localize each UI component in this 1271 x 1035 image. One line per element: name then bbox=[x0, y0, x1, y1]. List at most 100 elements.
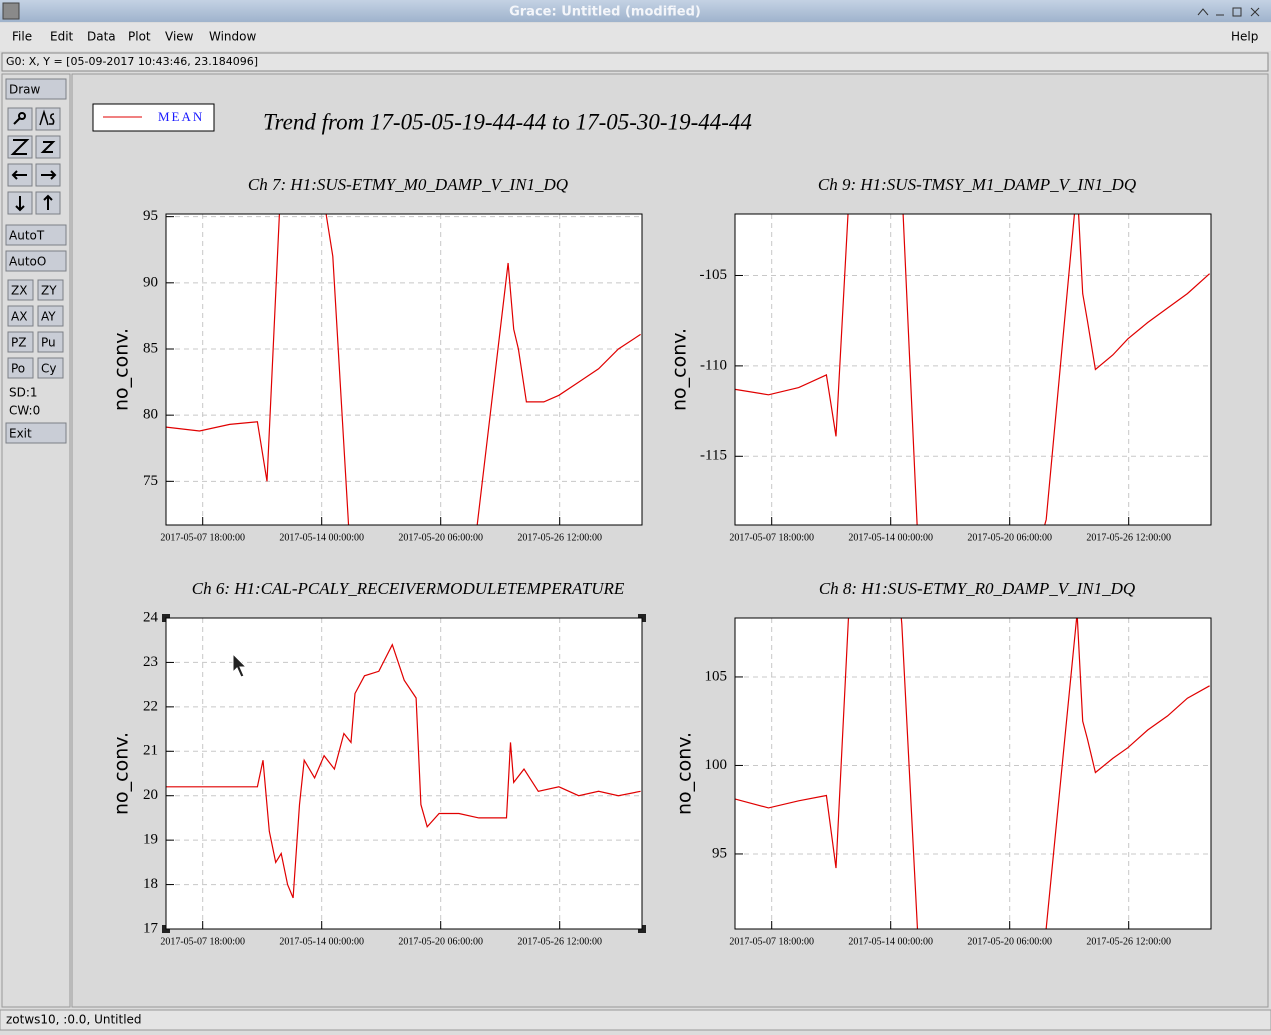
tool-button[interactable] bbox=[37, 279, 64, 301]
maximize-button[interactable] bbox=[1232, 7, 1242, 17]
tool-button[interactable] bbox=[7, 331, 34, 353]
chart-title: Ch 9: H1:SUS-TMSY_M1_DAMP_V_IN1_DQ bbox=[818, 175, 1136, 194]
y-tick-label: 17 bbox=[143, 920, 159, 936]
shade-button[interactable] bbox=[1197, 8, 1209, 16]
plot-frame bbox=[165, 213, 643, 526]
x-tick-label: 2017-05-14 00:00:00 bbox=[848, 532, 933, 543]
y-tick-label: 22 bbox=[143, 698, 158, 714]
plot-area bbox=[735, 618, 1211, 929]
chart-title: Ch 7: H1:SUS-ETMY_M0_DAMP_V_IN1_DQ bbox=[248, 175, 568, 194]
plot-area bbox=[735, 214, 1211, 525]
tool-button[interactable] bbox=[37, 305, 64, 327]
menu-item[interactable]: Data bbox=[87, 30, 116, 44]
x-tick-label: 2017-05-14 00:00:00 bbox=[279, 936, 364, 947]
tool-button-label[interactable]: AX bbox=[11, 310, 27, 324]
menu-item[interactable]: File bbox=[12, 30, 32, 44]
x-tick-label: 2017-05-07 18:00:00 bbox=[729, 532, 814, 543]
info-text: SD:1 bbox=[9, 386, 38, 400]
locator-text: G0: X, Y = [05-09-2017 10:43:46, 23.1840… bbox=[6, 55, 258, 68]
y-tick-label: 95 bbox=[143, 208, 158, 224]
y-tick-label: 90 bbox=[143, 274, 158, 290]
x-tick-label: 2017-05-07 18:00:00 bbox=[160, 532, 245, 543]
x-tick-label: 2017-05-20 06:00:00 bbox=[398, 532, 483, 543]
app-icon bbox=[2, 2, 20, 20]
text-button[interactable] bbox=[35, 107, 61, 131]
y-axis-label: no_conv. bbox=[111, 328, 133, 411]
draw-button[interactable] bbox=[5, 78, 67, 100]
menu-item[interactable]: Window bbox=[209, 30, 257, 44]
tool-button-label[interactable]: Cy bbox=[41, 362, 56, 376]
info-text: CW:0 bbox=[9, 404, 40, 418]
tool-button-label[interactable]: Pu bbox=[41, 336, 56, 350]
tool-button[interactable] bbox=[7, 357, 34, 379]
data-line bbox=[166, 214, 641, 525]
data-line bbox=[735, 618, 1210, 929]
y-axis-label: no_conv. bbox=[669, 328, 691, 411]
tool-button[interactable] bbox=[7, 305, 34, 327]
close-button[interactable] bbox=[1250, 7, 1260, 17]
plot-area bbox=[166, 618, 642, 929]
draw-button-label[interactable]: Draw bbox=[9, 83, 41, 97]
status-bar bbox=[0, 1009, 1271, 1031]
x-tick-label: 2017-05-07 18:00:00 bbox=[160, 936, 245, 947]
y-tick-label: 95 bbox=[712, 845, 727, 861]
y-tick-label: 21 bbox=[143, 743, 158, 759]
tool-button-label[interactable]: ZY bbox=[41, 284, 57, 298]
data-line bbox=[166, 643, 641, 899]
chart-title: Ch 6: H1:CAL-PCALY_RECEIVERMODULETEMPERA… bbox=[192, 579, 625, 598]
text-icon bbox=[39, 109, 55, 126]
locator-bar bbox=[1, 52, 1269, 72]
auto-button-label[interactable]: AutoT bbox=[9, 229, 45, 243]
tool-button[interactable] bbox=[37, 357, 64, 379]
tool-button-label[interactable]: AY bbox=[41, 310, 56, 324]
exit-button-label[interactable]: Exit bbox=[9, 427, 32, 441]
y-tick-label: 75 bbox=[143, 473, 158, 489]
tool-button-label[interactable]: ZX bbox=[11, 284, 27, 298]
exit-button[interactable] bbox=[5, 422, 67, 444]
x-tick-label: 2017-05-14 00:00:00 bbox=[848, 936, 933, 947]
window-controls[interactable] bbox=[1197, 7, 1260, 17]
y-tick-label: 85 bbox=[143, 340, 158, 356]
auto-button[interactable] bbox=[5, 250, 67, 272]
menu-bar bbox=[0, 23, 1271, 51]
x-tick-label: 2017-05-07 18:00:00 bbox=[729, 936, 814, 947]
data-line bbox=[735, 214, 1211, 525]
zoom-in-icon bbox=[10, 139, 30, 155]
mouse-cursor bbox=[232, 652, 248, 678]
y-axis-label: no_conv. bbox=[674, 732, 696, 815]
zoom-out-icon bbox=[40, 141, 56, 153]
y-tick-label: 23 bbox=[143, 654, 158, 670]
icon-buttons[interactable] bbox=[7, 107, 61, 215]
x-tick-label: 2017-05-26 12:00:00 bbox=[517, 936, 602, 947]
menu-item[interactable]: View bbox=[165, 30, 194, 44]
plot-frame bbox=[734, 617, 1212, 930]
page-title: Trend from 17-05-05-19-44-44 to 17-05-30… bbox=[263, 109, 752, 134]
y-tick-label: -110 bbox=[700, 357, 727, 373]
tool-button-label[interactable]: PZ bbox=[11, 336, 26, 350]
y-tick-label: 20 bbox=[143, 787, 158, 803]
y-axis-label: no_conv. bbox=[111, 732, 133, 815]
y-tick-label: -115 bbox=[700, 448, 727, 464]
chart: Ch 6: H1:CAL-PCALY_RECEIVERMODULETEMPERA… bbox=[111, 579, 643, 947]
auto-button[interactable] bbox=[5, 224, 67, 246]
y-tick-label: 105 bbox=[705, 668, 728, 684]
tool-button[interactable] bbox=[37, 331, 64, 353]
y-tick-label: 80 bbox=[143, 407, 158, 423]
menu-item[interactable]: Help bbox=[1231, 30, 1258, 44]
chart: Ch 7: H1:SUS-ETMY_M0_DAMP_V_IN1_DQ no_con… bbox=[111, 175, 643, 543]
plot-frame bbox=[165, 617, 643, 930]
tool-button-label[interactable]: Po bbox=[11, 362, 25, 376]
x-tick-label: 2017-05-20 06:00:00 bbox=[398, 936, 483, 947]
up-icon bbox=[43, 194, 53, 210]
right-icon bbox=[41, 170, 57, 180]
menu-item[interactable]: Edit bbox=[50, 30, 74, 44]
chart: Ch 9: H1:SUS-TMSY_M1_DAMP_V_IN1_DQ no_con… bbox=[669, 175, 1212, 543]
tool-button[interactable] bbox=[7, 279, 34, 301]
auto-button-label[interactable]: AutoO bbox=[9, 255, 46, 269]
menu-item[interactable]: Plot bbox=[128, 30, 151, 44]
status-text: zotws10, :0.0, Untitled bbox=[6, 1013, 142, 1027]
x-tick-label: 2017-05-14 00:00:00 bbox=[279, 532, 364, 543]
down-icon bbox=[15, 196, 25, 212]
x-tick-label: 2017-05-26 12:00:00 bbox=[1086, 936, 1171, 947]
x-tick-label: 2017-05-20 06:00:00 bbox=[967, 532, 1052, 543]
